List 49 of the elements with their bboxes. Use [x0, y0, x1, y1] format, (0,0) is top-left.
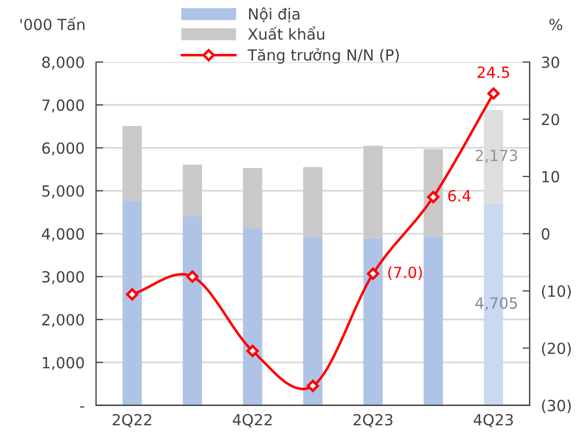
y-tick-label: 6,000	[42, 142, 84, 156]
data-label: (7.0)	[388, 266, 422, 280]
y-tick-label: -	[80, 406, 84, 408]
bar	[122, 200, 142, 406]
bar	[122, 126, 142, 200]
x-tick-label: 4Q22	[232, 414, 272, 428]
data-label: 24.5	[478, 66, 510, 78]
point	[306, 380, 319, 392]
legend-label: Nội địa	[249, 7, 300, 22]
x-tick-label: 2Q23	[354, 414, 392, 428]
y2-tick-label: (10)	[542, 285, 571, 299]
y2-tick-label: 20	[542, 114, 560, 126]
y2-tick-label: (20)	[542, 342, 571, 356]
bar	[424, 236, 443, 406]
bar	[424, 149, 443, 237]
bar	[303, 236, 322, 406]
x-tick-label: 4Q23	[474, 414, 513, 428]
bar	[242, 228, 262, 406]
bar	[363, 146, 383, 238]
x-tick-label: 2Q22	[112, 414, 152, 428]
data-label: 2,173	[476, 150, 518, 163]
point	[427, 190, 440, 204]
point	[186, 270, 199, 283]
legend-label: Tăng trưởng N/N (P)	[248, 48, 399, 64]
point	[487, 87, 500, 100]
y-tick-label: 2,000	[42, 314, 84, 328]
y-tick-label: 8,000	[42, 56, 84, 70]
legend-label: Xuất khẩu	[248, 26, 324, 40]
point	[246, 344, 259, 358]
y-tick-label: 1,000	[42, 356, 84, 370]
y-tick-label: 7,000	[42, 99, 84, 113]
bar	[182, 164, 202, 217]
y2-tick-label: 0	[542, 228, 550, 240]
data-label: 4,705	[475, 297, 518, 310]
y2-tick-label: (30)	[542, 400, 571, 414]
bar	[242, 168, 262, 228]
y-tick-label: 4,000	[42, 228, 84, 242]
y2-tick-label: 10	[542, 170, 560, 182]
bar	[182, 216, 202, 406]
point	[126, 288, 138, 300]
y2-tick-label: 30	[542, 56, 560, 68]
bar	[303, 167, 322, 237]
y-tick-label: 3,000	[42, 271, 84, 284]
point	[366, 268, 380, 280]
data-label: 6.4	[448, 190, 471, 202]
y-tick-label: 5,000	[42, 185, 84, 198]
y2-axis-title: %	[549, 18, 562, 30]
bar	[363, 238, 383, 406]
y-axis-title: '000 Tấn	[20, 17, 84, 30]
